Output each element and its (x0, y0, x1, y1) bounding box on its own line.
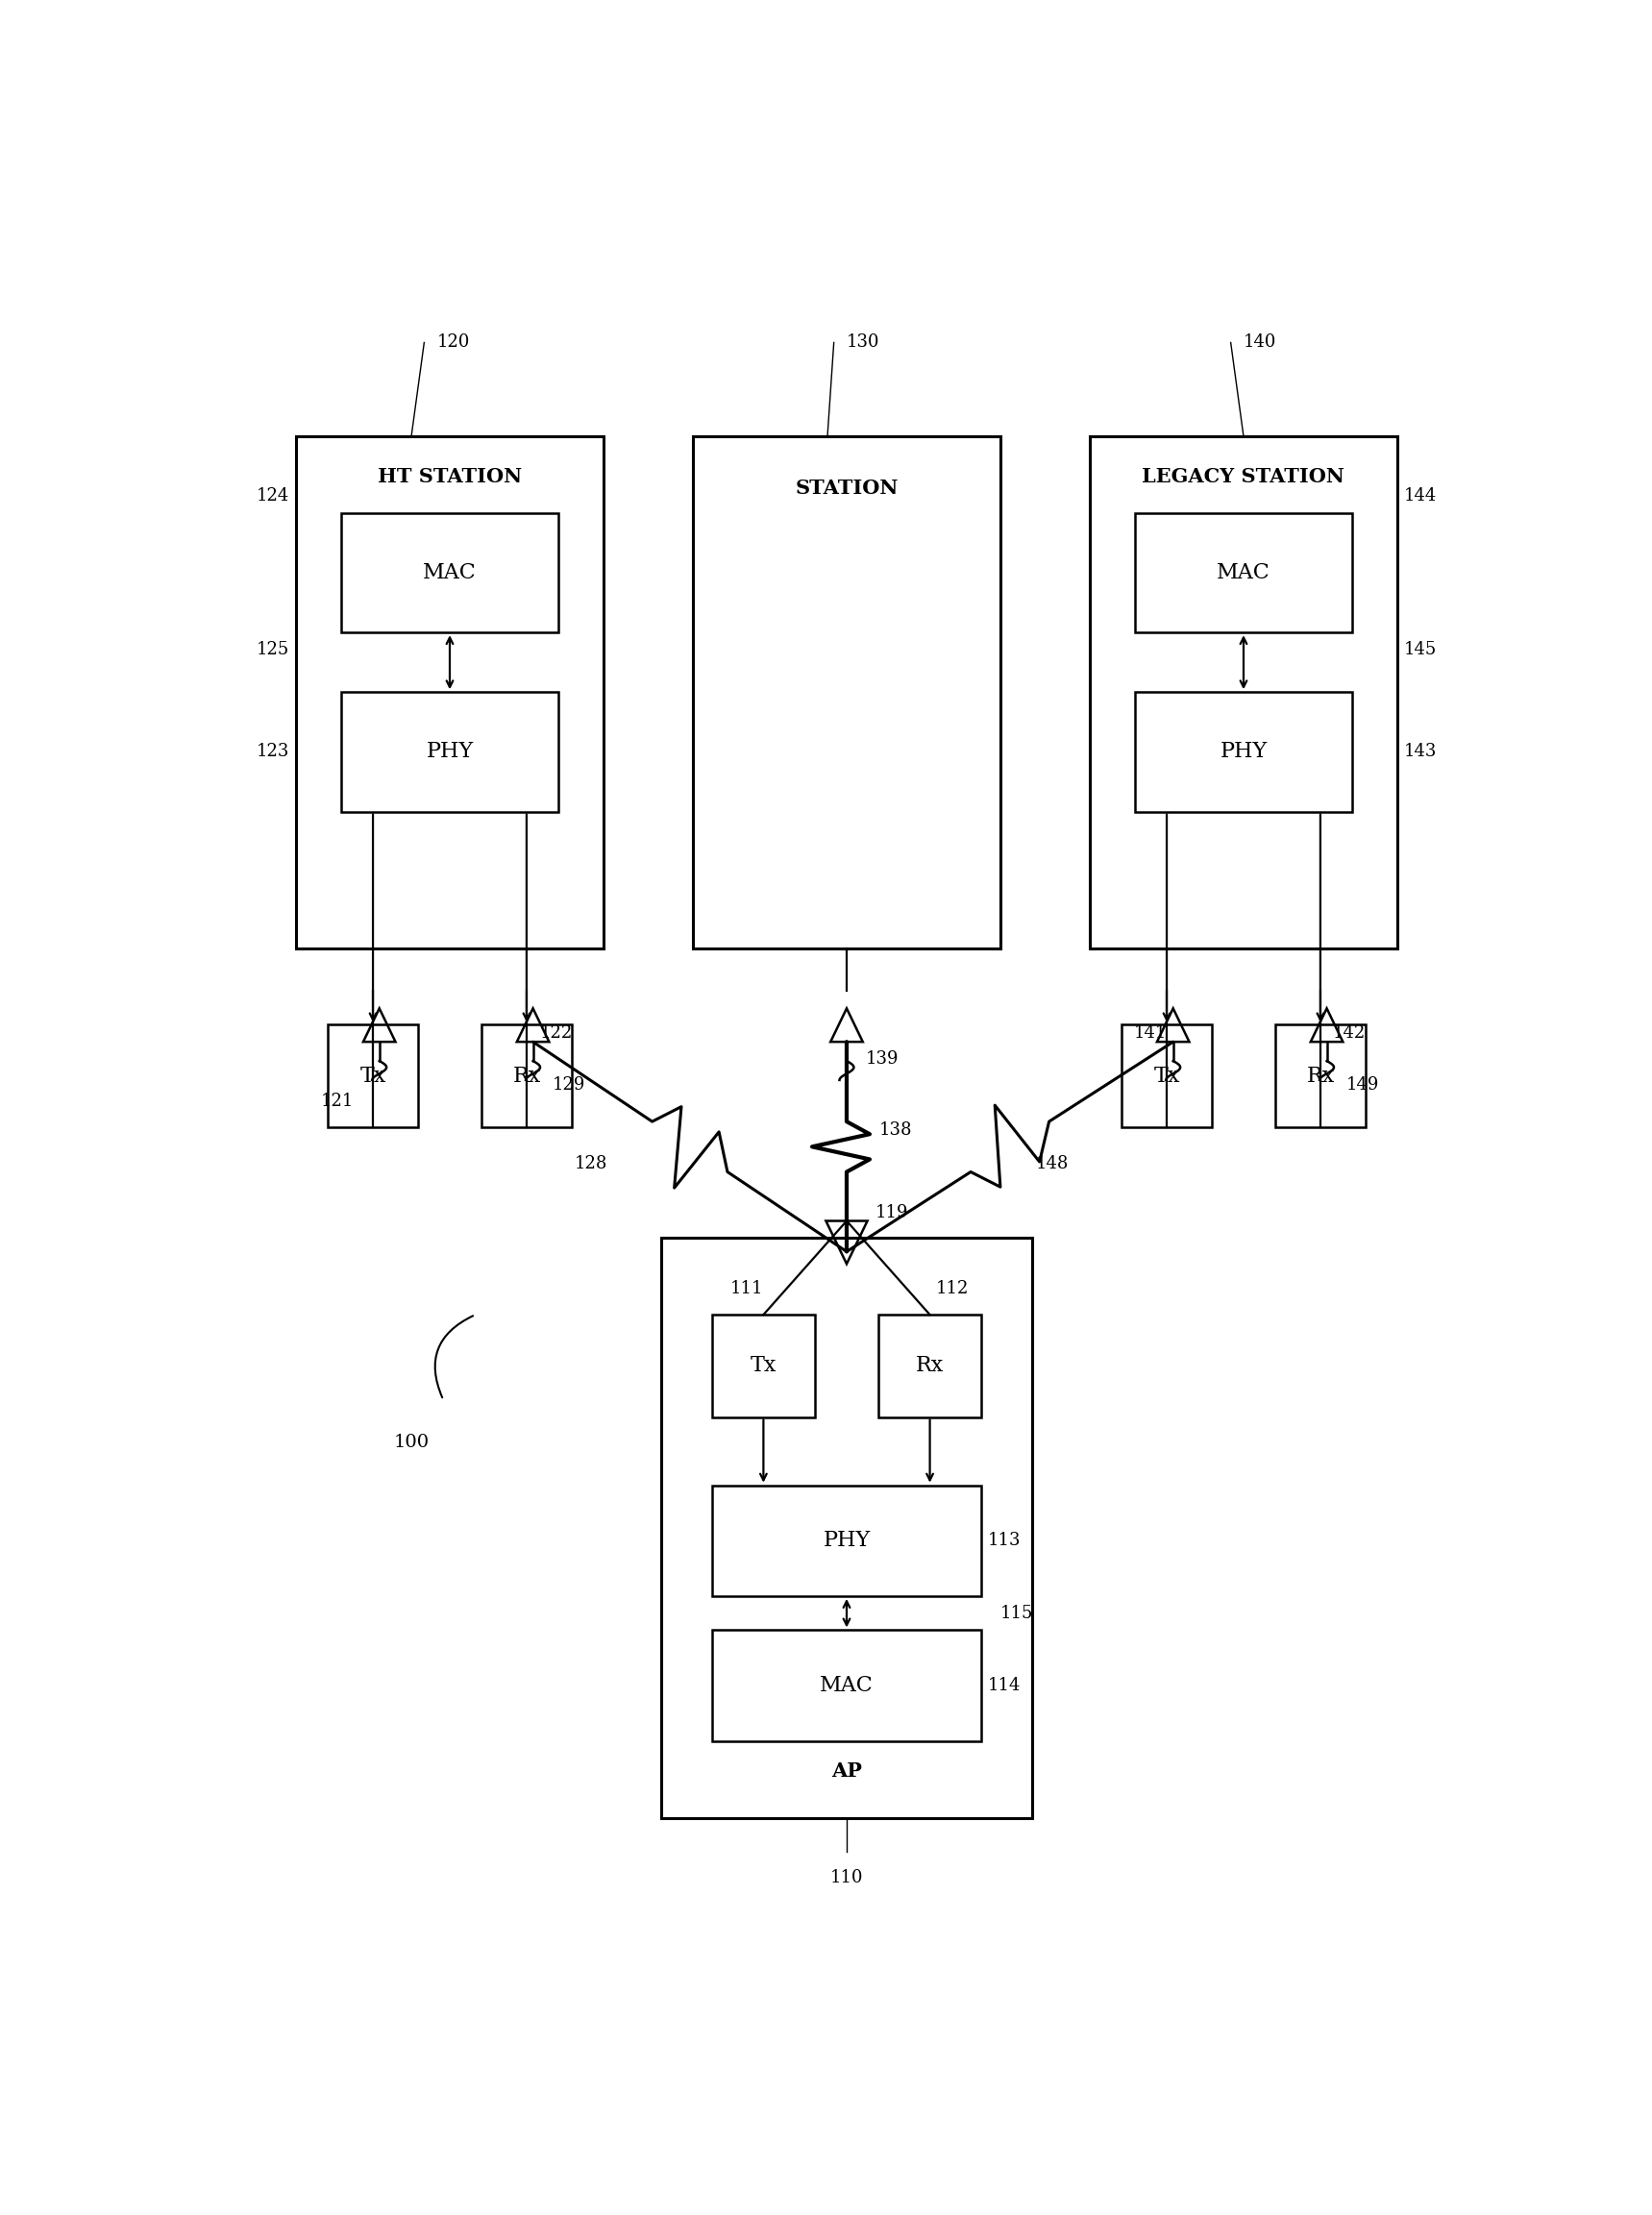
Bar (340, 691, 558, 811)
Bar (1090, 436, 1398, 948)
Text: 143: 143 (1404, 744, 1437, 760)
Text: STATION: STATION (795, 478, 899, 498)
Text: 123: 123 (256, 744, 289, 760)
Bar (1275, 1026, 1365, 1127)
Text: HT STATION: HT STATION (378, 467, 522, 487)
Text: MAC: MAC (423, 563, 476, 583)
Text: 138: 138 (879, 1121, 912, 1139)
Text: Tx: Tx (360, 1065, 387, 1088)
Text: 114: 114 (988, 1677, 1021, 1694)
Bar (712, 1316, 814, 1418)
Bar (482, 1026, 572, 1127)
Bar (712, 1486, 981, 1597)
Text: 100: 100 (393, 1433, 430, 1451)
Text: LEGACY STATION: LEGACY STATION (1142, 467, 1345, 487)
Text: PHY: PHY (823, 1531, 871, 1550)
Text: PHY: PHY (1219, 742, 1267, 762)
Bar (340, 514, 558, 633)
Bar (694, 436, 1001, 948)
Text: 111: 111 (730, 1280, 763, 1298)
Bar (661, 1238, 1032, 1819)
Text: Rx: Rx (512, 1065, 540, 1088)
Text: 139: 139 (866, 1050, 899, 1068)
Text: 124: 124 (256, 487, 289, 505)
Text: 144: 144 (1404, 487, 1437, 505)
Bar (296, 436, 603, 948)
Text: 129: 129 (552, 1076, 585, 1094)
Text: 145: 145 (1404, 640, 1437, 658)
Text: 140: 140 (1244, 334, 1277, 352)
Text: Tx: Tx (750, 1356, 776, 1376)
Text: MAC: MAC (1218, 563, 1270, 583)
FancyArrowPatch shape (434, 1316, 472, 1398)
Bar (1135, 514, 1353, 633)
Text: MAC: MAC (819, 1675, 874, 1697)
Text: 121: 121 (320, 1092, 354, 1110)
Text: 149: 149 (1346, 1076, 1379, 1094)
Text: 110: 110 (829, 1869, 864, 1887)
Bar (1135, 691, 1353, 811)
Bar (879, 1316, 981, 1418)
Bar (1122, 1026, 1211, 1127)
Text: Rx: Rx (1307, 1065, 1335, 1088)
Bar (329, 1026, 418, 1127)
Text: 130: 130 (847, 334, 881, 352)
Text: 115: 115 (1001, 1604, 1032, 1621)
Text: Rx: Rx (915, 1356, 943, 1376)
Text: 113: 113 (988, 1533, 1021, 1548)
Text: 122: 122 (539, 1026, 572, 1041)
Text: 142: 142 (1333, 1026, 1366, 1041)
Text: PHY: PHY (426, 742, 474, 762)
Text: 128: 128 (575, 1156, 608, 1172)
Text: 112: 112 (937, 1280, 970, 1298)
Text: 120: 120 (436, 334, 469, 352)
Text: 119: 119 (876, 1203, 909, 1220)
Text: AP: AP (831, 1761, 862, 1781)
Text: 125: 125 (256, 640, 289, 658)
Bar (712, 1630, 981, 1741)
Text: 148: 148 (1036, 1156, 1069, 1172)
Text: 141: 141 (1133, 1026, 1166, 1041)
Text: Tx: Tx (1153, 1065, 1180, 1088)
